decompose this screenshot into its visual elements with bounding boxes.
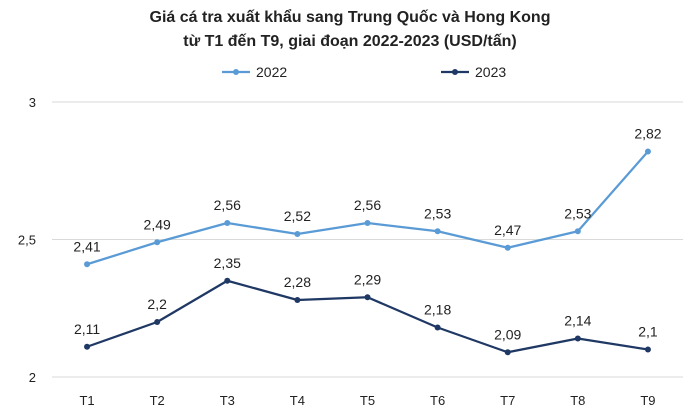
data-label: 2,35	[214, 255, 241, 271]
data-point	[434, 324, 441, 331]
data-label: 2,47	[494, 222, 521, 238]
x-tick-label: T8	[570, 393, 585, 408]
data-point	[504, 244, 511, 251]
chart-title-line-2: từ T1 đến T9, giai đoạn 2022-2023 (USD/t…	[183, 33, 517, 50]
chart-title-line-1: Giá cá tra xuất khẩu sang Trung Quốc và …	[149, 9, 551, 26]
data-label: 2,11	[74, 321, 100, 337]
data-label: 2,29	[354, 271, 381, 287]
x-tick-label: T7	[500, 393, 515, 408]
x-tick-label: T4	[290, 393, 305, 408]
data-point	[224, 220, 231, 226]
data-point	[294, 231, 301, 237]
data-label: 2,18	[424, 302, 451, 318]
data-label: 2,1	[638, 324, 658, 340]
data-label: 2,53	[424, 205, 451, 221]
data-point	[84, 343, 91, 350]
data-point	[504, 349, 511, 356]
data-point	[154, 319, 161, 325]
data-point	[84, 261, 91, 268]
legend-marker-2022	[233, 69, 239, 75]
data-label: 2,53	[564, 205, 591, 221]
data-point	[364, 220, 371, 226]
data-point	[434, 228, 441, 235]
data-point	[644, 148, 651, 155]
y-tick-label: 2	[29, 370, 36, 385]
data-label: 2,09	[494, 326, 521, 342]
legend-label-2023: 2023	[475, 64, 506, 80]
data-label: 2,82	[634, 126, 661, 142]
data-label: 2,28	[284, 274, 311, 290]
data-label: 2,56	[354, 197, 381, 213]
data-label: 2,56	[214, 197, 241, 213]
x-tick-label: T6	[430, 393, 445, 408]
x-tick-label: T9	[640, 393, 655, 408]
legend-label-2022: 2022	[256, 64, 287, 80]
data-point	[644, 346, 651, 353]
x-tick-label: T5	[360, 393, 375, 408]
data-point	[364, 294, 371, 301]
data-label: 2,52	[284, 208, 311, 224]
data-point	[574, 335, 581, 342]
data-point	[574, 228, 581, 235]
x-tick-label: T3	[220, 393, 235, 408]
data-label: 2,2	[147, 296, 167, 312]
legend-marker-2023	[452, 69, 458, 75]
data-point	[224, 277, 231, 284]
data-label: 2,14	[564, 313, 591, 329]
y-tick-label: 3	[29, 95, 36, 110]
x-tick-label: T2	[150, 393, 165, 408]
y-tick-label: 2,5	[18, 233, 36, 248]
data-point	[294, 297, 301, 303]
data-label: 2,41	[73, 238, 100, 254]
data-point	[154, 239, 161, 246]
data-label: 2,49	[144, 216, 171, 232]
x-tick-label: T1	[79, 393, 94, 408]
